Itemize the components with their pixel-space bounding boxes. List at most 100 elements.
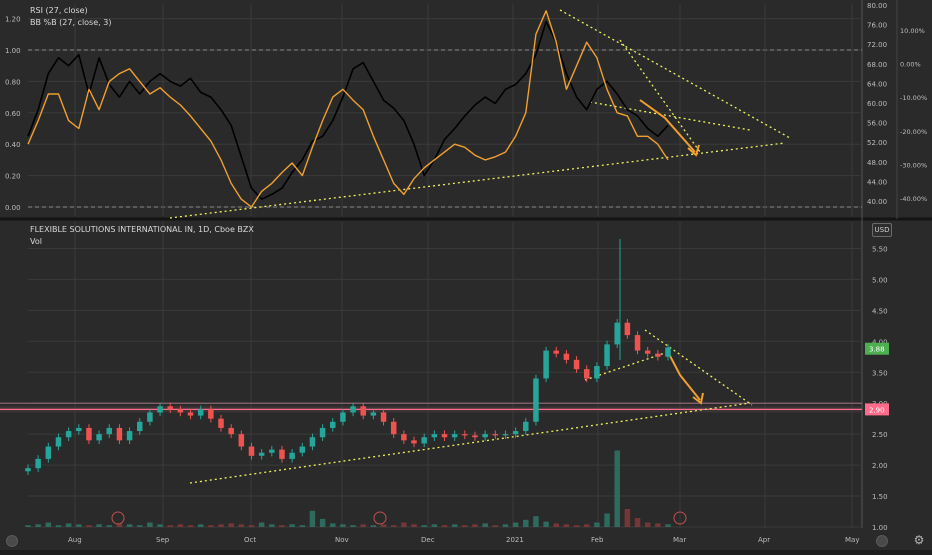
price-right-tick: 2.00 [872,462,888,470]
volume-bar [512,522,519,527]
currency-button[interactable]: USD [872,223,892,237]
volume-bar [380,524,387,527]
volume-bar [644,522,651,527]
candle-body [299,446,306,453]
price-support-trendline [189,402,751,484]
volume-bar [665,524,671,527]
osc-left-tick: 0.00 [5,204,21,212]
price-right-tick: 5.00 [872,276,888,284]
rsi-right-tick: 44.00 [867,178,887,186]
volume-bar [330,523,336,527]
x-tick-label: Dec [421,536,435,544]
volume-bar [411,524,417,527]
volume-bar [197,524,204,527]
price-arrow-head [692,392,704,405]
candle-body [228,427,234,435]
volume-bar [441,525,448,527]
volume-bar [543,521,549,527]
x-tick-label: Oct [244,536,256,544]
candle-body [106,427,113,435]
candle-body [624,322,631,336]
volume-bar [360,524,366,527]
candle-body [482,434,488,438]
candle-body [543,350,549,379]
volume-legend[interactable]: Vol [30,237,42,246]
scroll-left-button[interactable] [6,535,18,547]
rsi-right-tick: 76.00 [867,22,887,30]
rsi-legend[interactable]: RSI (27, close) [30,6,88,15]
level-price-label: 2.90 [869,406,885,414]
volume-bar [533,516,539,527]
volume-bar [116,523,123,527]
candle-body [157,406,163,413]
level-badge [865,403,889,416]
volume-bar [319,518,326,527]
volume-bar [462,525,468,527]
volume-bar [147,522,153,527]
volume-bar [594,522,600,527]
rsi-right-tick: 48.00 [867,159,887,167]
candle-body [350,406,356,413]
volume-bar [248,525,255,527]
volume-bar [86,525,92,527]
event-marker-icon[interactable] [373,511,387,525]
candle-body [462,434,468,436]
candle-body [340,412,346,422]
volume-bar [35,524,41,527]
candle-body [55,437,62,447]
volume-bar [228,523,234,527]
event-marker-icon[interactable] [673,511,687,525]
symbol-legend[interactable]: FLEXIBLE SOLUTIONS INTERNATIONAL IN, 1D,… [30,225,254,234]
candle-body [380,412,387,422]
osc-triangle-upper [559,9,791,139]
volume-bar [573,525,580,527]
osc-triangle-inner [589,101,751,131]
bb-legend[interactable]: BB %B (27, close, 3) [30,18,112,27]
volume-bar [370,525,377,527]
event-marker-icon[interactable] [111,511,125,525]
price-projection-arrow [667,351,701,401]
scroll-right-button[interactable] [876,535,888,547]
pct-right-tick: -20.00% [900,128,927,136]
candlesticks [25,239,671,476]
pct-right-tick: -40.00% [900,195,927,203]
candle-body [330,421,336,428]
volume-bar [167,525,173,527]
candle-body [431,434,438,438]
pct-right-tick: -10.00% [900,94,927,102]
volume-bar [614,450,620,527]
volume-bar [258,522,265,527]
settings-gear-icon[interactable]: ⚙ [913,533,925,547]
candle-body [279,449,285,459]
candle-body [411,440,417,444]
volume-bar [238,524,245,527]
volume-bar [492,525,499,527]
rsi-right-tick: 64.00 [867,80,887,88]
pct-right-tick: 0.00% [900,61,921,69]
volume-bars [25,450,671,527]
candle-body [218,418,224,428]
candle-body [238,434,245,447]
candle-body [35,458,41,469]
volume-bar [157,524,163,527]
volume-bar [309,510,316,527]
volume-bar [482,523,488,527]
candle-body [370,412,377,416]
rsi-right-tick: 68.00 [867,61,887,69]
volume-bar [401,522,407,527]
rsi-line [27,20,669,200]
candle-body [563,353,570,360]
volume-bar [126,524,133,527]
candle-body [644,350,651,354]
rsi-right-tick: 60.00 [867,100,887,108]
volume-bar [299,525,306,527]
osc-left-tick: 0.20 [5,173,21,181]
osc-left-tick: 0.60 [5,110,21,118]
osc-left-tick: 1.20 [5,16,21,24]
candle-body [86,427,92,441]
volume-bar [25,525,31,527]
candle-body [258,452,265,456]
price-right-tick: 3.50 [872,369,888,377]
